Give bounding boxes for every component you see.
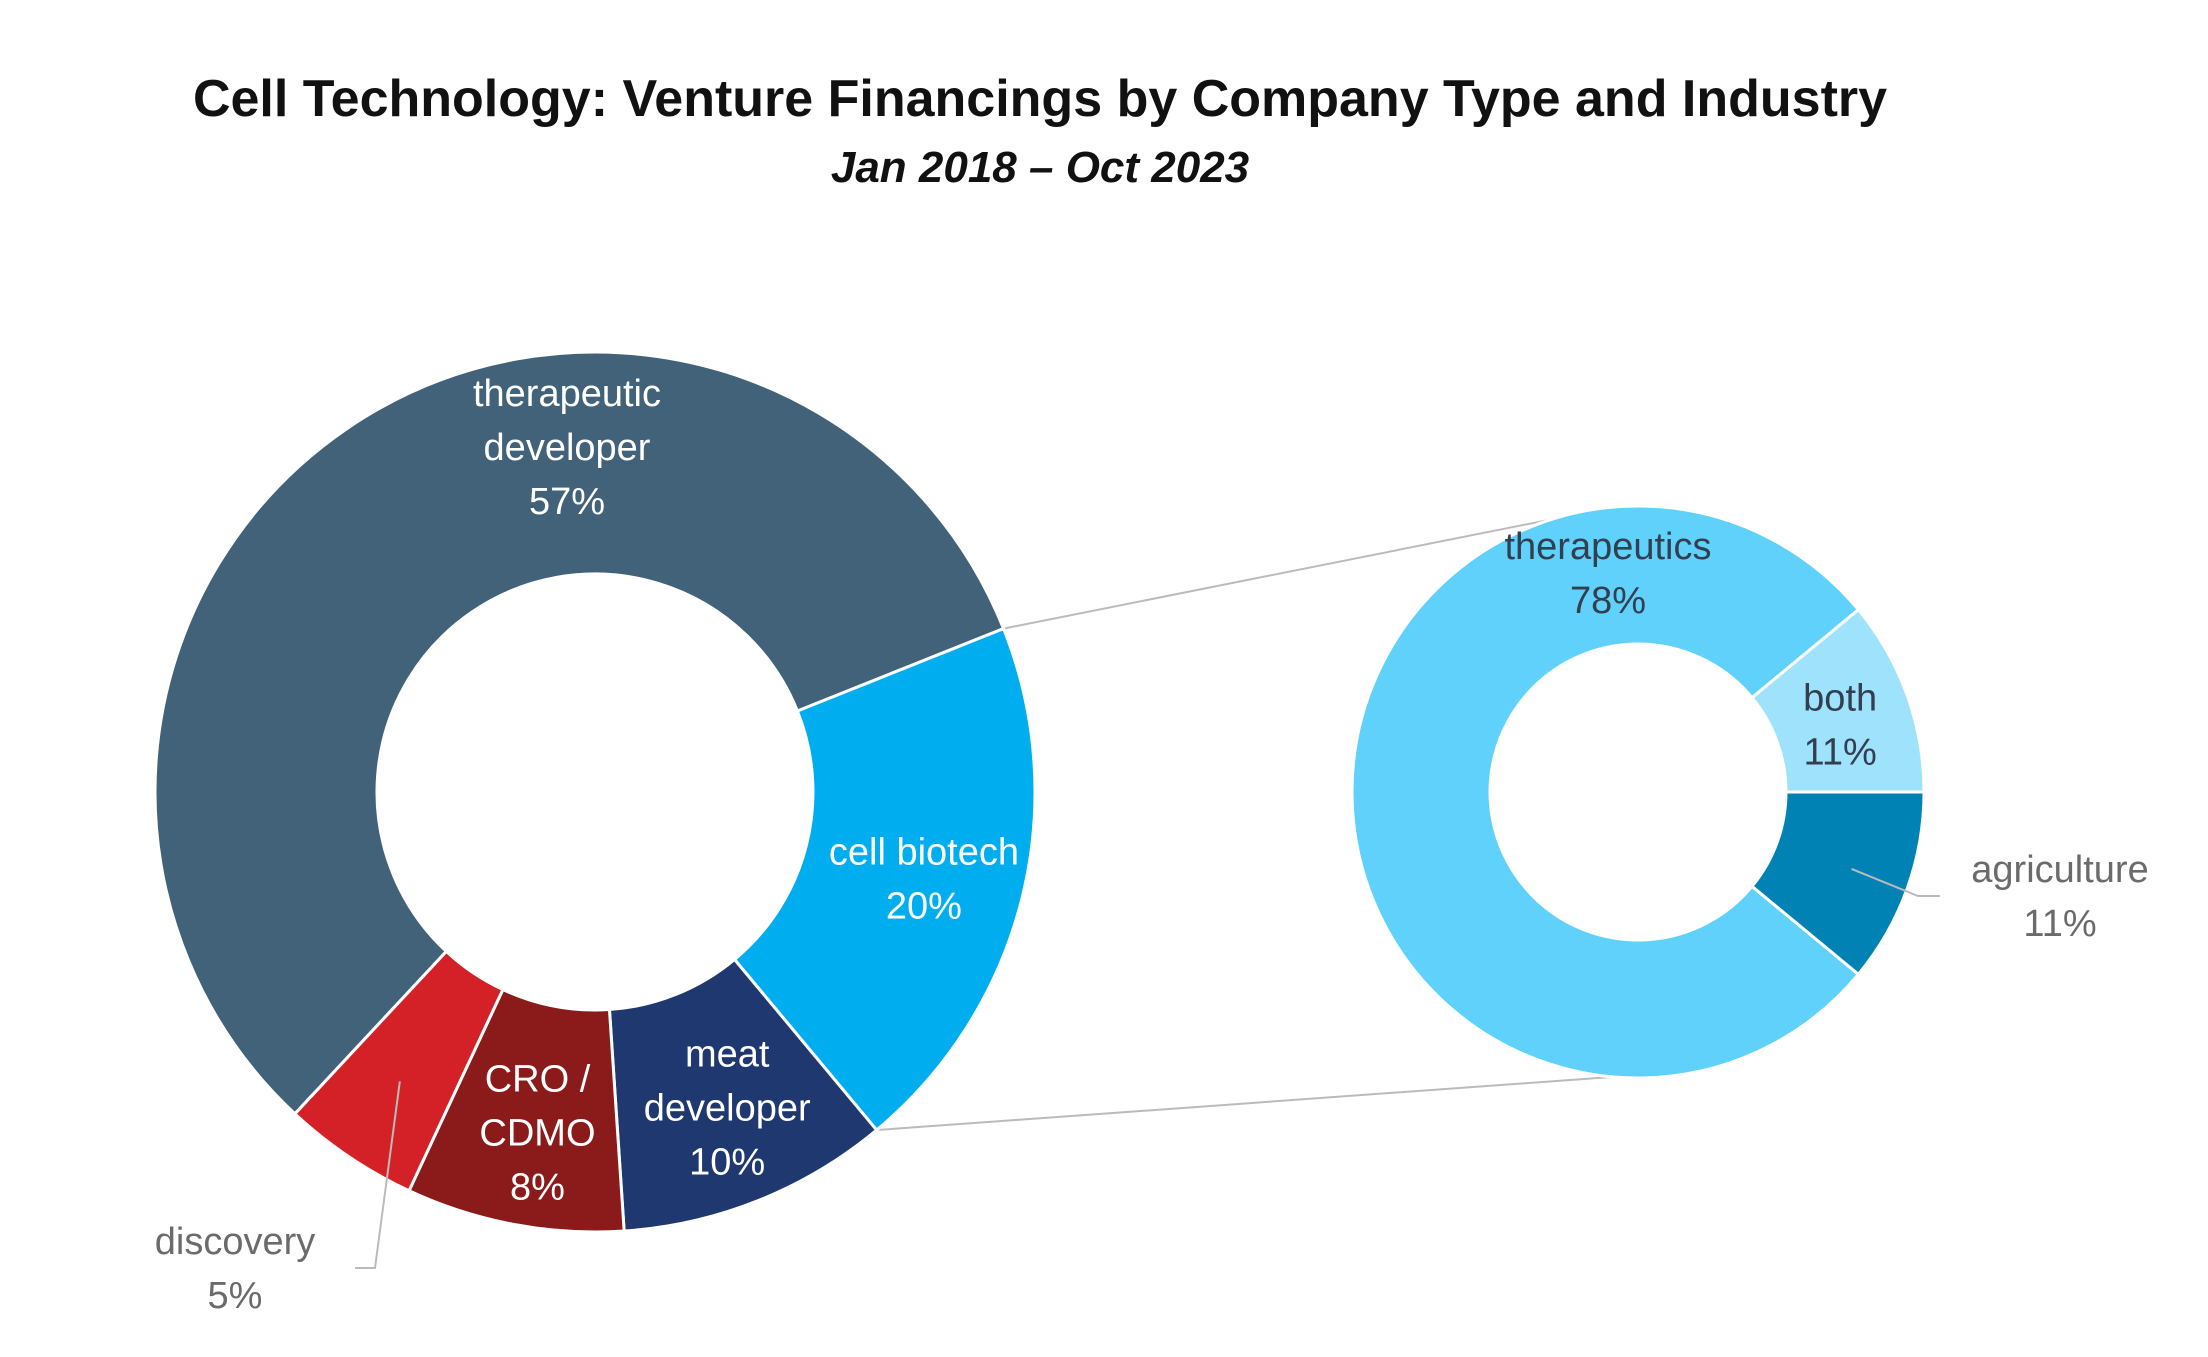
slice-labels: therapeutic developer 57% cell biotech 20% me… xyxy=(155,373,2149,1317)
chart-subtitle: Jan 2018 – Oct 2023 xyxy=(831,143,1249,192)
chart-title: Cell Technology: Venture Financings by C… xyxy=(193,70,1887,128)
main-donut xyxy=(153,350,1037,1234)
main-slice-therapeutic-developer xyxy=(153,350,1006,1116)
connector-line-top xyxy=(1003,506,1614,630)
label-agriculture: agriculture 11% xyxy=(1971,849,2148,945)
main-slice-cell-biotech xyxy=(732,626,1037,1133)
leader-line-agriculture xyxy=(1851,867,1940,897)
label-both: both 11% xyxy=(1803,677,1877,773)
label-cro-cdmo: CRO / CDMO 8% xyxy=(479,1058,595,1208)
label-meat-developer: meat developer 10% xyxy=(644,1033,811,1183)
connector-line-bottom xyxy=(876,1075,1614,1132)
main-slice-discovery xyxy=(292,949,505,1193)
breakdown-slice-therapeutics xyxy=(1350,504,1861,1080)
label-cell-biotech: cell biotech 20% xyxy=(829,832,1019,928)
leader-line-discovery xyxy=(355,1081,401,1269)
label-therapeutics: therapeutics 78% xyxy=(1504,526,1711,622)
breakdown-donut xyxy=(1350,504,1926,1080)
label-discovery: discovery 5% xyxy=(155,1221,316,1317)
label-therapeutic-developer: therapeutic developer 57% xyxy=(473,373,661,523)
breakdown-connector-lines xyxy=(876,506,1614,1132)
breakdown-slice-agriculture xyxy=(1749,790,1926,977)
